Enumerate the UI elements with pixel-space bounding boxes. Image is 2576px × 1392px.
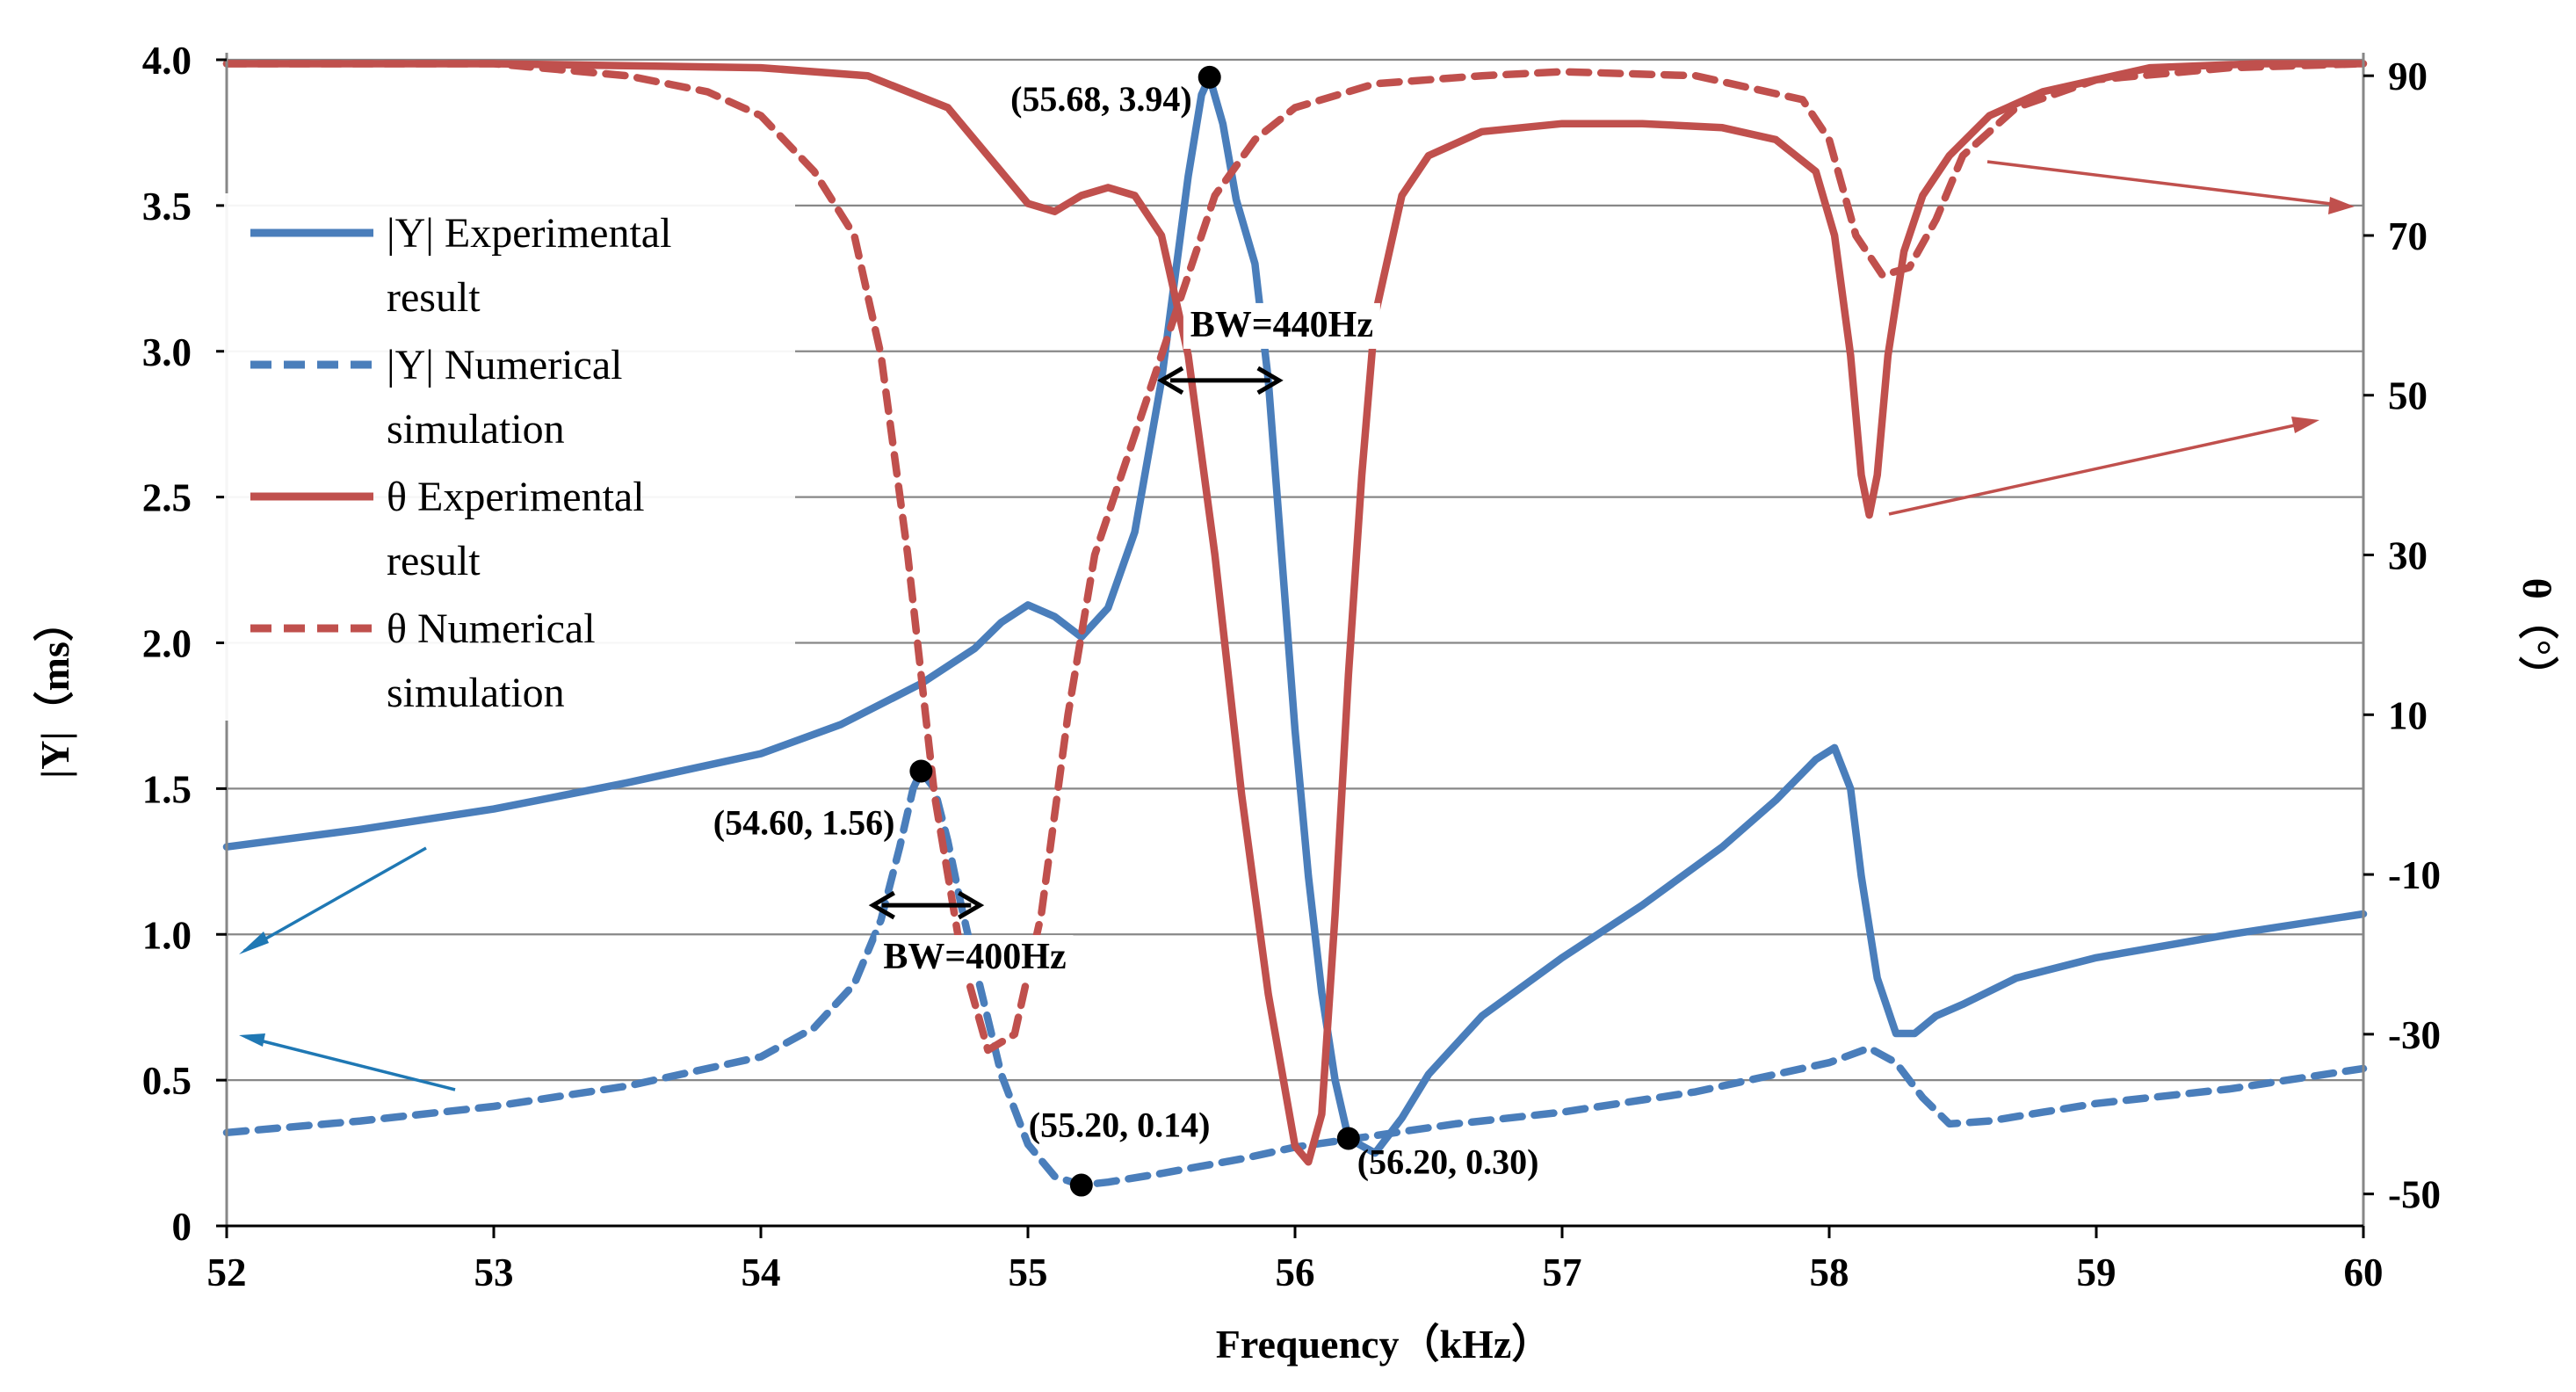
bandwidth-arrowhead-right	[958, 890, 985, 920]
data-point-label: (55.68, 3.94)	[1010, 79, 1192, 119]
x-tick-label: 52	[207, 1251, 247, 1294]
legend-label-theta-sim-2: simulation	[387, 670, 565, 716]
y-tick-label: 2.5	[142, 476, 192, 520]
x-tick-label: 58	[1810, 1251, 1849, 1294]
y2-tick-label: 50	[2388, 374, 2428, 418]
y2-tick-label: 30	[2388, 534, 2428, 578]
arrow-blue-2-head	[239, 1033, 265, 1047]
data-point-marker	[909, 759, 933, 783]
y2-tick-label: 10	[2388, 693, 2428, 737]
x-tick-label: 59	[2077, 1251, 2117, 1294]
legend-label-y-sim-2: simulation	[387, 406, 565, 453]
arrow-blue-1-head	[239, 932, 269, 954]
data-point-label: (54.60, 1.56)	[713, 802, 895, 842]
y-tick-label: 0	[172, 1205, 192, 1249]
data-point-label: (56.20, 0.30)	[1357, 1142, 1539, 1181]
data-point-label: (55.20, 0.14)	[1029, 1106, 1211, 1145]
legend-label-y-exp-1: |Y| Experimental	[387, 210, 671, 257]
arrow-red-2	[1888, 420, 2312, 516]
arrow-red-1	[1986, 160, 2347, 207]
arrow-blue-2	[245, 1035, 456, 1091]
data-point-marker	[1336, 1127, 1360, 1150]
y-tick-label: 3.0	[142, 330, 192, 374]
y2-tick-label: 70	[2388, 214, 2428, 258]
x-tick-label: 55	[1009, 1251, 1048, 1294]
y-tick-label: 1.0	[142, 913, 192, 957]
arrow-blue-1	[243, 846, 427, 953]
legend-background	[224, 193, 795, 721]
legend: |Y| Experimental result |Y| Numerical si…	[250, 210, 671, 716]
series-line-3	[222, 60, 2368, 1055]
x-tick-label: 56	[1276, 1251, 1315, 1294]
bandwidth-arrowhead-right	[1256, 366, 1284, 395]
arrows	[239, 160, 2355, 1091]
y2-tick-label: 90	[2388, 54, 2428, 98]
bandwidth-label-bg	[876, 935, 1074, 982]
bandwidth-arrowhead-left	[1157, 366, 1184, 395]
bandwidth-label-bg	[1183, 302, 1380, 349]
legend-label-y-exp-2: result	[387, 274, 481, 321]
annotations: (55.68, 3.94) (54.60, 1.56) (55.20, 0.14) (…	[713, 65, 1539, 1197]
x-tick-label: 53	[474, 1251, 514, 1294]
y-tick-label: 3.5	[142, 185, 192, 228]
y2-tick-label: -30	[2388, 1013, 2441, 1057]
x-tick-label: 60	[2344, 1251, 2384, 1294]
legend-label-theta-sim-1: θ Numerical	[387, 605, 596, 652]
axes: 52 53 54 55 56 57 58 59 60 0 0.5 1.0 1.5 2.0 2.5 3.0 3.5…	[142, 39, 2441, 1294]
legend-label-theta-exp-1: θ Experimental	[387, 474, 645, 520]
arrow-red-2-head	[2291, 417, 2319, 433]
legend-label-theta-exp-2: result	[387, 538, 481, 584]
legend-label-y-sim-1: |Y| Numerical	[387, 342, 622, 388]
bandwidth-arrowhead-left	[868, 890, 895, 920]
y-tick-label: 4.0	[142, 39, 192, 83]
data-point-marker	[1069, 1173, 1093, 1197]
x-tick-label: 54	[742, 1251, 781, 1294]
y2-tick-label: -10	[2388, 853, 2441, 897]
bandwidth-label: BW=400Hz	[883, 937, 1066, 977]
y-tick-label: 1.5	[142, 767, 192, 811]
series-line-0	[222, 73, 2368, 1157]
x-axis-title: Frequency（kHz）	[1216, 1322, 1552, 1367]
y2-axis-title: θ（°）	[2514, 578, 2559, 696]
y-axis-title: |Y|（ms）	[33, 601, 77, 779]
arrow-red-1-head	[2328, 197, 2355, 214]
data-point-marker	[1198, 65, 1221, 89]
y-tick-label: 2.0	[142, 622, 192, 666]
y2-tick-label: -50	[2388, 1173, 2441, 1217]
x-tick-label: 57	[1543, 1251, 1582, 1294]
bandwidth-label: BW=440Hz	[1190, 305, 1373, 345]
y-tick-label: 0.5	[142, 1059, 192, 1103]
